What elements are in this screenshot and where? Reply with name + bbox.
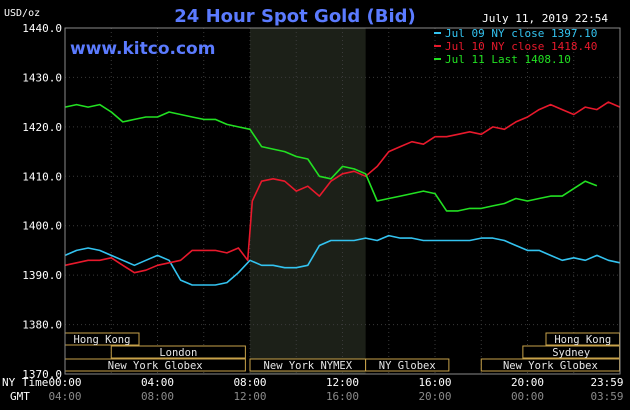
y-tick-label: 1430.0	[22, 71, 62, 84]
ny-time-label: NY Time	[2, 376, 48, 389]
plot-border	[64, 27, 621, 375]
gmt-tick-label: 03:59	[590, 390, 623, 403]
y-tick-label: 1370.0	[22, 368, 62, 381]
gmt-tick-label: 04:00	[48, 390, 81, 403]
session-band-label: Sydney	[552, 347, 590, 359]
gmt-tick-label: 08:00	[141, 390, 174, 403]
y-axis-ticks: 1440.0 1430.0 1420.0 1410.0 1400.0 1390.0 1380…	[22, 22, 62, 381]
session-band-label: Hong Kong	[554, 334, 611, 346]
series-lines	[64, 101, 621, 286]
x-tick-label: 00:00	[48, 376, 81, 389]
gmt-tick-label: 12:00	[233, 390, 266, 403]
series-line-0	[64, 234, 621, 286]
gmt-label: GMT	[10, 390, 30, 403]
legend-label: Jul 10 NY close 1418.40	[445, 40, 597, 53]
y-tick-label: 1380.0	[22, 319, 62, 332]
y-tick-label: 1410.0	[22, 170, 62, 183]
session-band-label: Hong Kong	[74, 334, 131, 346]
session-band-label: New York NYMEX	[264, 360, 353, 372]
y-tick-label: 1390.0	[22, 269, 62, 282]
timestamp: July 11, 2019 22:54	[482, 12, 608, 25]
gmt-tick-label: 00:00	[511, 390, 544, 403]
series-line-2	[64, 103, 598, 212]
session-band	[110, 345, 246, 359]
series-line-1	[64, 101, 621, 274]
legend-label: Jul 11 Last 1408.10	[445, 53, 571, 66]
x-tick-label: 04:00	[141, 376, 174, 389]
chart-title: 24 Hour Spot Gold (Bid)	[174, 6, 415, 27]
x-tick-label: 16:00	[418, 376, 451, 389]
site-link[interactable]: www.kitco.com	[70, 39, 215, 59]
x-tick-label: 08:00	[233, 376, 266, 389]
gmt-tick-label: 20:00	[418, 390, 451, 403]
ny-session-shading	[250, 28, 366, 374]
session-band-label: New York Globex	[108, 360, 203, 372]
x-tick-label: 20:00	[511, 376, 544, 389]
session-band-label: NY Globex	[379, 360, 436, 372]
session-band	[365, 358, 450, 372]
session-band-label: New York Globex	[503, 360, 598, 372]
x-axis-ticks: 00:00 04:00 08:00 12:00 16:00 20:00 23:5904:00…	[48, 376, 623, 403]
x-tick-label: 12:00	[326, 376, 359, 389]
gmt-tick-label: 16:00	[326, 390, 359, 403]
y-tick-label: 1400.0	[22, 220, 62, 233]
y-tick-label: 1420.0	[22, 121, 62, 134]
y-tick-label: 1440.0	[22, 22, 62, 35]
legend-label: Jul 09 NY close 1397.10	[445, 27, 597, 40]
session-band-label: London	[159, 347, 197, 359]
units-label: USD/oz	[4, 8, 40, 19]
x-tick-label: 23:59	[590, 376, 623, 389]
